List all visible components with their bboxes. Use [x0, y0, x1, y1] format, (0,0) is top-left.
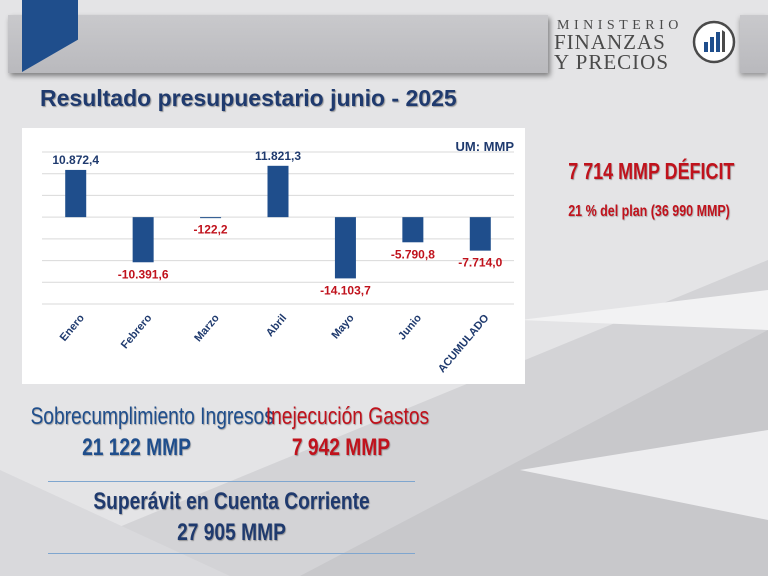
category-label: ACUMULADO [436, 312, 492, 375]
category-label: Junio [396, 312, 424, 342]
header-bar-right [740, 15, 768, 73]
category-label: Enero [58, 312, 87, 344]
ingresos-value: 21 122 MMP [4, 434, 269, 462]
ingresos-label-text: Sobrecumplimiento Ingresos [30, 403, 274, 430]
data-label: 10.872,4 [52, 153, 99, 167]
superavit-label: Superávit en Cuenta Corriente [48, 488, 415, 516]
ingresos-value-text: 21 122 MMP [82, 434, 191, 461]
bar-enero [65, 169, 87, 218]
bar-mayo [334, 217, 356, 279]
bar-junio [402, 217, 424, 243]
bar-marzo [200, 217, 222, 219]
ministry-emblem-icon [692, 20, 736, 64]
bar-acumulado [469, 217, 491, 251]
category-label: Marzo [192, 312, 222, 344]
category-label: Febrero [119, 312, 155, 351]
superavit-value: 27 905 MMP [48, 519, 415, 547]
gastos-label-text: Inejecución Gastos [265, 403, 430, 430]
unit-label: UM: MMP [456, 139, 515, 154]
ministry-logo: MINISTERIO FINANZAS Y PRECIOS [552, 18, 738, 74]
chart-canvas: 10.872,4 -10.391,6 -122,2 11.821,3 -14.103,7… [42, 139, 515, 375]
page-title: Resultado presupuestario junio - 2025 [40, 85, 457, 111]
data-label: -10.391,6 [118, 267, 169, 281]
bar-chart: 10.872,4 -10.391,6 -122,2 11.821,3 -14.103,7… [22, 128, 525, 384]
logo-line1: MINISTERIO [557, 18, 683, 33]
category-label: Mayo [329, 312, 356, 341]
superavit-label-text: Superávit en Cuenta Corriente [93, 488, 370, 515]
gastos-value-text: 7 942 MMP [291, 434, 391, 461]
data-label: -5.790,8 [391, 247, 435, 261]
data-label: -14.103,7 [320, 283, 371, 297]
deficit-subtitle: 21 % del plan (36 990 MMP) [568, 203, 730, 220]
data-label: -7.714,0 [458, 256, 502, 270]
deficit-headline: 7 714 MMP DÉFICIT [568, 158, 735, 184]
category-label: Abril [264, 312, 289, 339]
header-bar [8, 15, 548, 73]
data-label: -122,2 [194, 223, 228, 237]
bar-abril [267, 165, 289, 218]
data-label: 11.821,3 [255, 149, 301, 163]
divider-bottom [48, 553, 415, 554]
superavit-value-text: 27 905 MMP [177, 519, 286, 546]
divider-top [48, 481, 415, 482]
bar-febrero [132, 217, 154, 263]
logo-line2: FINANZAS [554, 30, 666, 54]
gastos-label: Inejecución Gastos [247, 403, 435, 431]
ingresos-label: Sobrecumplimiento Ingresos [4, 403, 274, 431]
gastos-value: 7 942 MMP [247, 434, 435, 462]
logo-line3: Y PRECIOS [554, 50, 669, 74]
